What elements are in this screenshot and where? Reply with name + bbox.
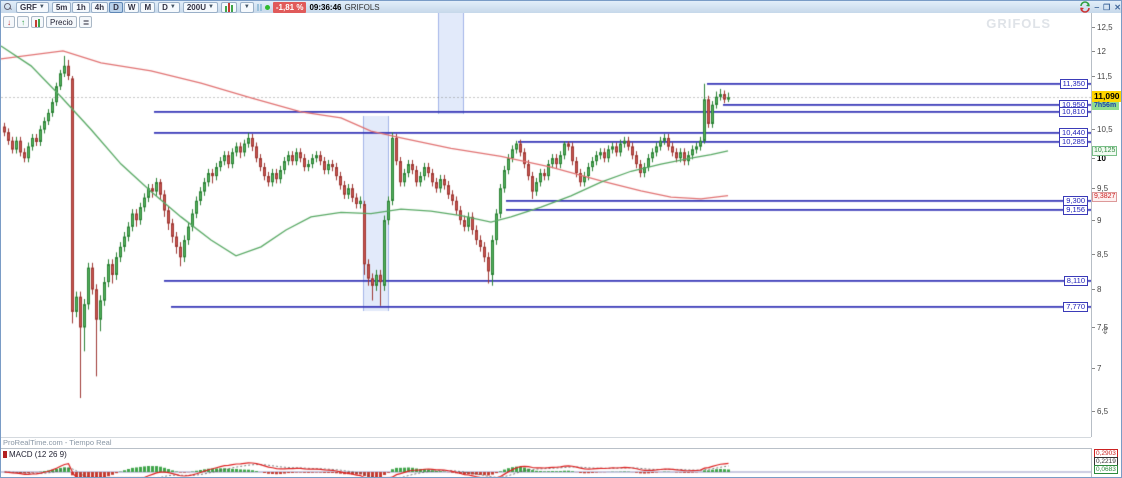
symbol-name: GRIFOLS — [344, 2, 380, 12]
realtime-status-dot — [264, 4, 270, 10]
watermark: GRIFOLS — [986, 16, 1051, 31]
macd-canvas[interactable] — [1, 449, 1091, 477]
axis-tick: 10,5 — [1097, 125, 1113, 135]
tab-timeframe-1h[interactable]: 1h — [72, 1, 90, 13]
refresh-icon[interactable] — [1079, 1, 1091, 13]
axis-tick: 6,5 — [1097, 407, 1109, 417]
axis-tick-dash — [1092, 26, 1095, 28]
indicator-list-icon[interactable]: ≣ — [78, 16, 93, 28]
price-button[interactable]: Precio — [46, 16, 77, 28]
axis-tick-dash — [1092, 129, 1095, 131]
chart-style-dropdown[interactable]: ▼ — [239, 1, 254, 13]
chevron-down-icon: ▼ — [169, 3, 176, 10]
candlestick-style-icon — [224, 2, 233, 12]
axis-tick-dash — [1092, 327, 1095, 329]
axis-tick-dash — [1092, 158, 1095, 160]
macd-indicator-label[interactable]: MACD (12 26 9) — [3, 450, 67, 459]
price-axis[interactable]: 12,5 12 11,5 10,5 10 9,5 9 8,5 8 7,5 7 6,5 — [1091, 13, 1121, 437]
chevron-down-icon: ▼ — [243, 3, 250, 10]
price-chart-canvas[interactable] — [1, 13, 1091, 437]
window-controls: ‒ ❐ ✕ — [1079, 1, 1121, 13]
price-level-label[interactable]: 7,770 — [1063, 301, 1088, 312]
macd-color-icon — [3, 451, 7, 458]
price-level-label[interactable]: 8,110 — [1063, 276, 1088, 287]
candlestick-display-icon[interactable] — [31, 16, 44, 28]
price-level-label[interactable]: 11,350 — [1059, 78, 1088, 89]
axis-tick-dash — [1092, 220, 1095, 222]
axis-tick: 9,5 — [1097, 184, 1109, 194]
close-button[interactable]: ✕ — [1114, 2, 1121, 12]
axis-tick: 10 — [1097, 154, 1106, 164]
chevron-down-icon: ▼ — [38, 3, 45, 10]
axis-tick: 7 — [1097, 363, 1102, 373]
axis-tick-dash — [1092, 411, 1095, 413]
timeframe-group: 5m 1h 4h D W M — [51, 1, 156, 13]
scroll-up-button[interactable]: ↑ — [17, 16, 29, 28]
axis-tick: 11,5 — [1097, 71, 1112, 81]
axis-tick-dash — [1092, 253, 1095, 255]
price-level-label[interactable]: 10,285 — [1059, 136, 1088, 147]
tab-timeframe-m[interactable]: M — [140, 1, 156, 13]
macd-axis: 0,2903 0,2219 0,0683 — [1091, 448, 1121, 477]
axis-tick-dash — [1092, 289, 1095, 291]
main-toolbar: GRF ▼ 5m 1h 4h D W M D ▼ 200U ▼ ▼ -1,81 % 09:36:… — [1, 1, 1121, 14]
ma-fast-value-label: 10,125 — [1092, 145, 1118, 156]
axis-tick-dash — [1092, 188, 1095, 190]
price-pane-toolbar: ↓ ↑ Precio ≣ — [3, 16, 93, 28]
chevron-down-icon: ▼ — [207, 3, 214, 10]
period-dropdown[interactable]: D ▼ — [158, 1, 180, 13]
footer-row: ProRealTime.com - Tiempo Real — [1, 437, 1091, 449]
tab-timeframe-5m[interactable]: 5m — [51, 1, 72, 13]
axis-tick: 12,5 — [1097, 22, 1113, 32]
session-time-left-label: 7h56m — [1092, 102, 1119, 111]
macd-axis-value: 0,0683 — [1094, 465, 1118, 474]
price-level-label[interactable]: 9,156 — [1063, 205, 1088, 216]
change-badge: -1,81 % — [272, 1, 307, 13]
ma-slow-value-label: 9,3827 — [1092, 191, 1118, 202]
pause-icon[interactable] — [256, 3, 262, 11]
last-price-label: 11,090 — [1092, 91, 1121, 103]
brand-label: ProRealTime.com - Tiempo Real — [3, 438, 112, 447]
axis-tick: 12 — [1097, 46, 1106, 56]
axis-tick-dash — [1092, 75, 1095, 77]
restore-button[interactable]: ❐ — [1103, 2, 1111, 12]
chart-style-button[interactable] — [220, 1, 237, 13]
minimize-button[interactable]: ‒ — [1094, 2, 1100, 12]
axis-drag-handle[interactable]: ⇕ — [1101, 326, 1110, 337]
axis-tick: 9 — [1097, 216, 1102, 226]
scroll-left-button[interactable]: ↓ — [3, 16, 15, 28]
tab-timeframe-4h[interactable]: 4h — [90, 1, 109, 13]
clock: 09:36:46 — [309, 2, 342, 12]
units-dropdown[interactable]: 200U ▼ — [182, 1, 218, 13]
price-level-label[interactable]: 10,810 — [1059, 107, 1088, 118]
search-icon[interactable] — [3, 2, 13, 12]
axis-tick-dash — [1092, 367, 1095, 369]
macd-panel: MACD (12 26 9) — [1, 448, 1091, 477]
axis-tick: 8,5 — [1097, 249, 1109, 259]
symbol-selector[interactable]: GRF ▼ — [16, 1, 49, 13]
price-chart-pane: GRIFOLS — [1, 13, 1091, 437]
tab-timeframe-w[interactable]: W — [123, 1, 140, 13]
axis-tick: 8 — [1097, 285, 1102, 295]
axis-tick: 7,5 — [1097, 323, 1109, 333]
axis-tick-dash — [1092, 50, 1095, 52]
tab-timeframe-d[interactable]: D — [109, 1, 123, 13]
